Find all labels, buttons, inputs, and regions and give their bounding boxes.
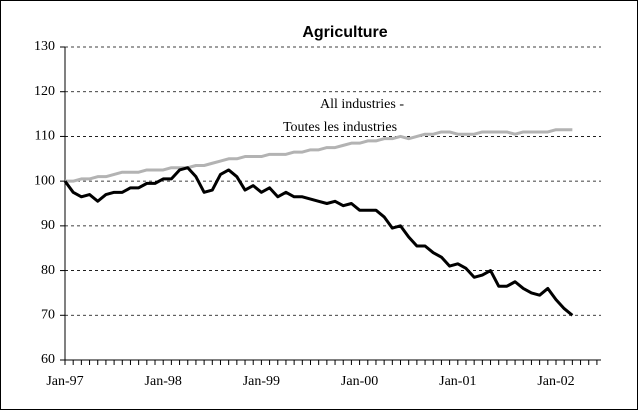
y-tick-label: 130 — [34, 39, 55, 54]
y-tick-label: 80 — [41, 263, 55, 278]
y-tick-label: 60 — [41, 352, 55, 367]
annotation: Toutes les industries — [283, 120, 397, 135]
x-tick-label: Jan-00 — [341, 374, 378, 389]
y-tick-label: 110 — [35, 129, 55, 144]
annotation: All industries - — [320, 97, 404, 112]
x-tick-label: Jan-98 — [145, 374, 182, 389]
y-tick-label: 120 — [34, 84, 55, 99]
series-line — [63, 166, 574, 317]
y-tick-label: 70 — [41, 308, 55, 323]
chart-title: Agriculture — [302, 24, 387, 41]
x-tick-label: Jan-99 — [243, 374, 280, 389]
y-tick-label: 100 — [34, 173, 55, 188]
y-tick-label: 90 — [41, 218, 55, 233]
x-tick-label: Jan-97 — [46, 374, 83, 389]
x-tick-label: Jan-01 — [439, 374, 476, 389]
series-line — [65, 128, 573, 183]
x-tick-label: Jan-02 — [537, 374, 574, 389]
